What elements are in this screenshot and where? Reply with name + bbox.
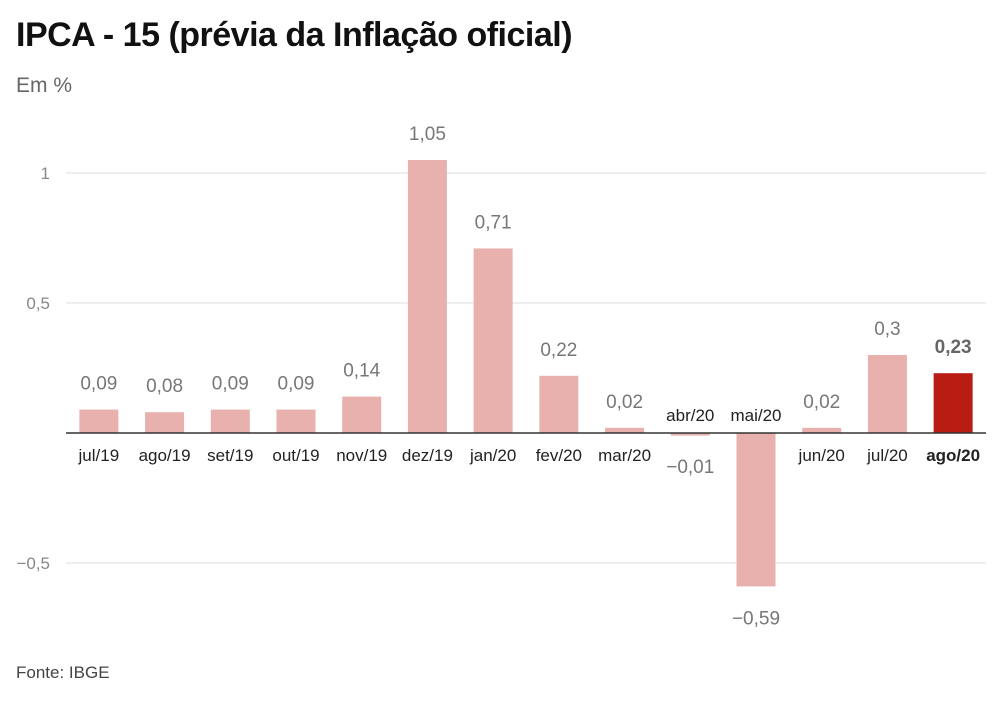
y-tick-label: 0,5 [26, 294, 50, 313]
category-label: nov/19 [336, 446, 387, 465]
bar [145, 412, 185, 433]
value-label: −0,59 [732, 608, 780, 629]
category-label: set/19 [207, 446, 253, 465]
bar [210, 409, 250, 433]
bar [276, 409, 316, 433]
bar-highlight [933, 373, 973, 433]
y-tick-label: 1 [41, 164, 50, 183]
category-label: abr/20 [666, 406, 714, 425]
bar [867, 355, 907, 433]
value-label: 0,08 [146, 376, 183, 397]
bar [342, 396, 382, 433]
source-note: Fonte: IBGE [16, 663, 110, 682]
category-label: jun/20 [798, 446, 845, 465]
bar [736, 433, 776, 587]
category-label: mai/20 [730, 406, 781, 425]
category-label: jul/19 [78, 446, 120, 465]
bar [802, 427, 842, 433]
category-label: ago/20 [926, 446, 980, 465]
bar [79, 409, 119, 433]
bar [473, 248, 513, 433]
bar [670, 433, 710, 436]
y-tick-label: −0,5 [16, 554, 50, 573]
category-label: fev/20 [536, 446, 582, 465]
value-label: 0,02 [606, 392, 643, 413]
value-label: 0,22 [540, 340, 577, 361]
value-label: 0,71 [475, 212, 512, 233]
chart-subtitle: Em % [16, 74, 73, 97]
chart-title: IPCA - 15 (prévia da Inflação oficial) [16, 16, 573, 54]
value-label: 0,09 [212, 374, 249, 395]
category-label: jan/20 [469, 446, 516, 465]
category-label: jul/20 [866, 446, 908, 465]
category-label: mar/20 [598, 446, 651, 465]
value-label: 0,09 [80, 374, 117, 395]
value-label: −0,01 [666, 457, 714, 478]
category-label: ago/19 [139, 446, 191, 465]
value-label: 0,02 [803, 392, 840, 413]
bar [407, 160, 447, 433]
category-label: dez/19 [402, 446, 453, 465]
value-label: 0,14 [343, 361, 380, 382]
value-label: 0,23 [935, 337, 972, 358]
value-label: 1,05 [409, 124, 446, 145]
value-label: 0,09 [278, 374, 315, 395]
bar [539, 375, 579, 433]
category-label: out/19 [272, 446, 319, 465]
bar [605, 427, 645, 433]
value-label: 0,3 [874, 319, 900, 340]
